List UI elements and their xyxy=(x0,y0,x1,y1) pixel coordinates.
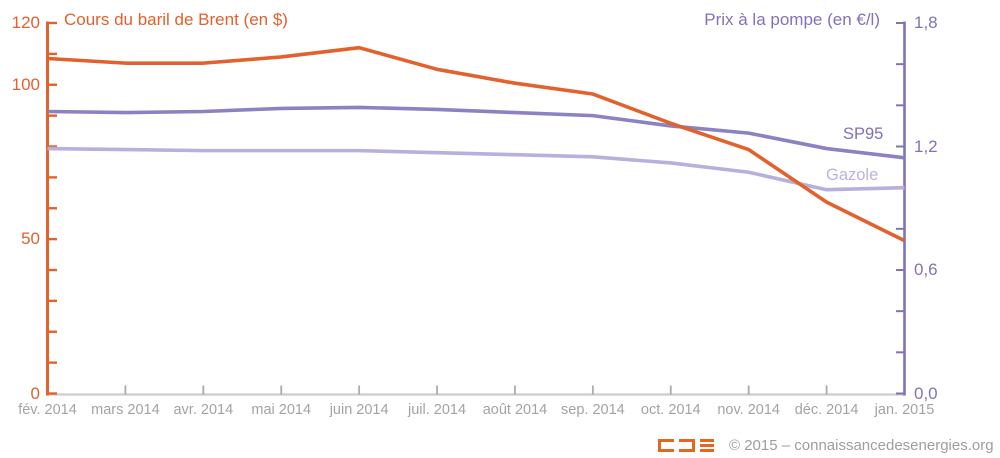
logo-e-glyph-icon xyxy=(700,439,714,452)
x-axis-label: juin 2014 xyxy=(329,402,389,418)
y-axis-right-label: 1,8 xyxy=(914,13,938,32)
left-axis-title: Cours du baril de Brent (en $) xyxy=(64,10,288,29)
x-axis-label: juil. 2014 xyxy=(408,402,467,418)
sp95-series-label: SP95 xyxy=(843,125,884,143)
brent-line xyxy=(47,45,906,243)
connaissance-des-energies-logo-icon xyxy=(658,439,714,452)
x-axis-label: mai 2014 xyxy=(251,402,312,418)
logo-c-glyph-icon xyxy=(658,439,674,452)
y-axis-right-label: 0,6 xyxy=(914,260,938,279)
y-axis-right-label: 1,2 xyxy=(914,136,938,156)
right-axis-title: Prix à la pompe (en €/l) xyxy=(704,10,880,29)
sp95-line xyxy=(47,105,905,160)
chart-canvas xyxy=(46,21,906,396)
x-axis-label: fév. 2014 xyxy=(18,402,77,418)
x-axis-label: oct. 2014 xyxy=(640,402,701,418)
logo-d-glyph-icon xyxy=(679,439,695,452)
x-axis-label: sep. 2014 xyxy=(561,402,625,418)
x-axis-label: mars 2014 xyxy=(91,402,160,418)
y-axis-left-label: 50 xyxy=(21,229,40,249)
footer: © 2015 – connaissancedesenergies.org xyxy=(658,437,994,454)
gazole-line xyxy=(47,146,905,192)
y-axis-left-label: 100 xyxy=(11,74,40,94)
x-axis-label: nov. 2014 xyxy=(717,402,780,418)
y-axis-right-label: 0,0 xyxy=(914,383,938,403)
x-axis-label: déc. 2014 xyxy=(794,402,859,418)
x-axis-label: jan. 2015 xyxy=(874,402,935,418)
y-axis-left-label: 120 xyxy=(11,13,40,32)
gazole-series-label: Gazole xyxy=(826,166,879,184)
copyright-text: © 2015 – connaissancedesenergies.org xyxy=(729,437,994,454)
x-axis-label: avr. 2014 xyxy=(173,402,234,418)
y-axis-left-label: 0 xyxy=(30,383,40,403)
x-axis-label: août 2014 xyxy=(482,402,548,418)
